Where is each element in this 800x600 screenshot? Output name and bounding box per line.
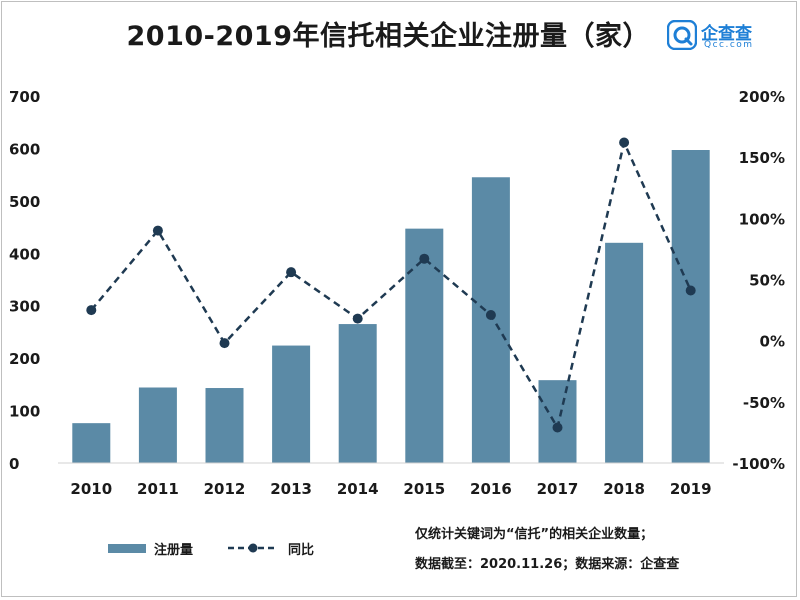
yoy-point-2013 — [286, 267, 297, 278]
bar-2010 — [72, 423, 111, 463]
legend-item-registrations: 注册量 — [108, 538, 193, 558]
x-tick-label: 2016 — [470, 480, 512, 498]
x-tick-label: 2018 — [603, 480, 645, 498]
y-left-tick-label: 700 — [9, 88, 40, 106]
x-tick-label: 2014 — [337, 480, 379, 498]
y-left-tick-label: 200 — [9, 350, 40, 368]
bar-2016 — [471, 177, 510, 463]
brand-name: 企查查 — [701, 24, 752, 44]
yoy-line — [90, 138, 692, 431]
legend-item-yoy: 同比 — [226, 538, 314, 558]
bar-2017 — [538, 380, 577, 463]
footnote-keyword: 仅统计关键词为“信托”的相关企业数量； — [415, 527, 654, 542]
yoy-point-2019 — [685, 285, 696, 296]
y-right-tick-label: 100% — [739, 210, 785, 228]
yoy-point-2015 — [419, 253, 430, 264]
legend-label-registrations: 注册量 — [154, 542, 194, 558]
bar-2013 — [272, 345, 311, 463]
bar-2014 — [338, 324, 377, 463]
yoy-point-2012 — [219, 338, 230, 349]
legend-swatch-bar — [108, 543, 146, 553]
y-left-tick-label: 400 — [9, 245, 40, 263]
x-tick-label: 2019 — [670, 480, 712, 498]
footnote-source: 数据截至：2020.11.26；数据来源：企查查 — [415, 557, 680, 572]
y-right-tick-label: -50% — [743, 394, 785, 412]
y-right-tick-label: 200% — [739, 88, 785, 106]
yoy-point-2016 — [485, 309, 496, 320]
bar-2018 — [605, 242, 644, 463]
y-right-tick-label: 0% — [760, 333, 785, 351]
y-right-tick-label: 150% — [739, 149, 785, 167]
legend-label-yoy: 同比 — [288, 542, 315, 558]
bar-2012 — [205, 388, 244, 463]
y-right-tick-label: -100% — [732, 455, 785, 473]
chart-title: 2010-2019年信托相关企业注册量（家） — [126, 21, 650, 52]
yoy-point-2014 — [352, 313, 363, 324]
brand-logo: 企查查 Qcc.com — [667, 20, 767, 60]
y-left-tick-label: 0 — [9, 455, 19, 473]
bar-2015 — [405, 228, 444, 463]
yoy-point-2018 — [619, 137, 630, 148]
y-right-tick-label: 50% — [749, 272, 785, 290]
legend-swatch-line — [228, 543, 278, 553]
qcc-logo-icon — [667, 20, 697, 50]
x-tick-label: 2011 — [137, 480, 179, 498]
yoy-point-2011 — [152, 225, 163, 236]
y-left-tick-label: 100 — [9, 403, 40, 421]
x-tick-label: 2010 — [70, 480, 112, 498]
yoy-point-2017 — [552, 422, 563, 433]
yoy-point-2010 — [86, 305, 97, 316]
y-left-tick-label: 600 — [9, 140, 40, 158]
bar-2019 — [671, 150, 710, 463]
bar-2011 — [138, 387, 177, 463]
x-tick-label: 2013 — [270, 480, 312, 498]
x-tick-label: 2012 — [204, 480, 246, 498]
y-left-tick-label: 500 — [9, 193, 40, 211]
brand-domain: Qcc.com — [704, 40, 754, 50]
y-left-tick-label: 300 — [9, 298, 40, 316]
x-tick-label: 2017 — [537, 480, 579, 498]
x-tick-label: 2015 — [403, 480, 445, 498]
